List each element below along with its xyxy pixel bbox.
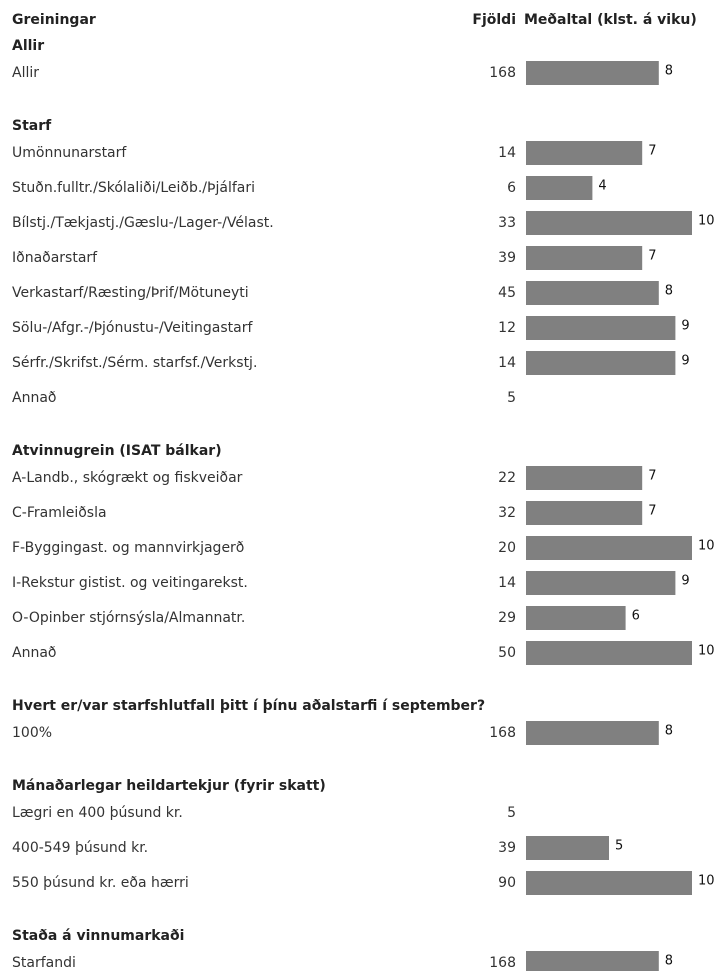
row-count: 39 xyxy=(498,250,516,266)
value-label: 10 xyxy=(698,644,715,659)
row-label: Annað xyxy=(12,390,56,406)
value-label: 8 xyxy=(665,724,673,739)
row-count: 5 xyxy=(507,805,516,821)
bar xyxy=(526,536,692,560)
group-title: Starf xyxy=(12,118,52,134)
value-label: 9 xyxy=(681,574,689,589)
row-label: C-Framleiðsla xyxy=(12,505,107,521)
row-label: I-Rekstur gistist. og veitingarekst. xyxy=(12,575,248,591)
value-label: 5 xyxy=(615,839,623,854)
value-label: 7 xyxy=(648,144,656,159)
group-title: Mánaðarlegar heildartekjur (fyrir skatt) xyxy=(12,778,326,794)
value-label: 9 xyxy=(681,319,689,334)
row-count: 39 xyxy=(498,840,516,856)
row-label: Umönnunarstarf xyxy=(12,145,127,161)
row-label: 400-549 þúsund kr. xyxy=(12,840,148,856)
row-label: Bílstj./Tækjastj./Gæslu-/Lager-/Vélast. xyxy=(12,215,274,231)
value-label: 10 xyxy=(698,214,715,229)
bar xyxy=(526,951,659,971)
bar xyxy=(526,211,692,235)
value-label: 10 xyxy=(698,874,715,889)
bar xyxy=(526,176,593,200)
bar xyxy=(526,501,643,525)
row-label: Sölu-/Afgr.-/Þjónustu-/Veitingastarf xyxy=(12,320,253,336)
row-count: 6 xyxy=(507,180,516,196)
row-label: Verkastarf/Ræsting/Þrif/Mötuneyti xyxy=(12,285,249,301)
bar xyxy=(526,141,643,165)
row-label: 550 þúsund kr. eða hærri xyxy=(12,875,189,891)
group-title: Allir xyxy=(12,38,44,54)
value-label: 8 xyxy=(665,954,673,969)
row-count: 29 xyxy=(498,610,516,626)
row-label: Lægri en 400 þúsund kr. xyxy=(12,805,183,821)
row-count: 14 xyxy=(498,575,516,591)
bar xyxy=(526,721,659,745)
row-count: 168 xyxy=(489,65,516,81)
value-label: 7 xyxy=(648,504,656,519)
row-count: 22 xyxy=(498,470,516,486)
bar xyxy=(526,571,676,595)
bar xyxy=(526,606,626,630)
bar xyxy=(526,466,643,490)
row-count: 12 xyxy=(498,320,516,336)
group-title: Staða á vinnumarkaði xyxy=(12,928,184,944)
row-count: 33 xyxy=(498,215,516,231)
row-count: 45 xyxy=(498,285,516,301)
header-count: Fjöldi xyxy=(472,12,516,28)
bar xyxy=(526,871,692,895)
row-count: 32 xyxy=(498,505,516,521)
value-label: 7 xyxy=(648,249,656,264)
value-label: 9 xyxy=(681,354,689,369)
header-mean: Meðaltal (klst. á viku) xyxy=(524,12,697,28)
value-label: 8 xyxy=(665,64,673,79)
row-count: 5 xyxy=(507,390,516,406)
bar xyxy=(526,316,676,340)
row-count: 168 xyxy=(489,725,516,741)
value-label: 10 xyxy=(698,539,715,554)
row-label: Stuðn.fulltr./Skólaliði/Leiðb./Þjálfari xyxy=(12,180,255,196)
bar xyxy=(526,246,643,270)
value-label: 6 xyxy=(632,609,640,624)
row-count: 20 xyxy=(498,540,516,556)
row-count: 14 xyxy=(498,145,516,161)
row-label: O-Opinber stjórnsýsla/Almannatr. xyxy=(12,610,245,626)
bar xyxy=(526,836,609,860)
row-label: Iðnaðarstarf xyxy=(12,250,98,266)
row-count: 14 xyxy=(498,355,516,371)
bar xyxy=(526,61,659,85)
header-label: Greiningar xyxy=(12,12,96,28)
bar xyxy=(526,281,659,305)
row-label: Allir xyxy=(12,65,39,81)
group-title: Hvert er/var starfshlutfall þitt í þínu … xyxy=(12,698,485,714)
row-count: 168 xyxy=(489,955,516,971)
row-label: Annað xyxy=(12,645,56,661)
row-label: Sérfr./Skrifst./Sérm. starfsf./Verkstj. xyxy=(12,355,257,371)
row-label: F-Byggingast. og mannvirkjagerð xyxy=(12,540,244,556)
value-label: 8 xyxy=(665,284,673,299)
row-label: 100% xyxy=(12,725,52,741)
row-count: 90 xyxy=(498,875,516,891)
value-label: 7 xyxy=(648,469,656,484)
bar xyxy=(526,641,692,665)
row-label: Starfandi xyxy=(12,955,76,971)
value-label: 4 xyxy=(598,179,606,194)
row-label: A-Landb., skógrækt og fiskveiðar xyxy=(12,470,243,486)
bar xyxy=(526,351,676,375)
row-count: 50 xyxy=(498,645,516,661)
group-title: Atvinnugrein (ISAT bálkar) xyxy=(12,443,222,459)
